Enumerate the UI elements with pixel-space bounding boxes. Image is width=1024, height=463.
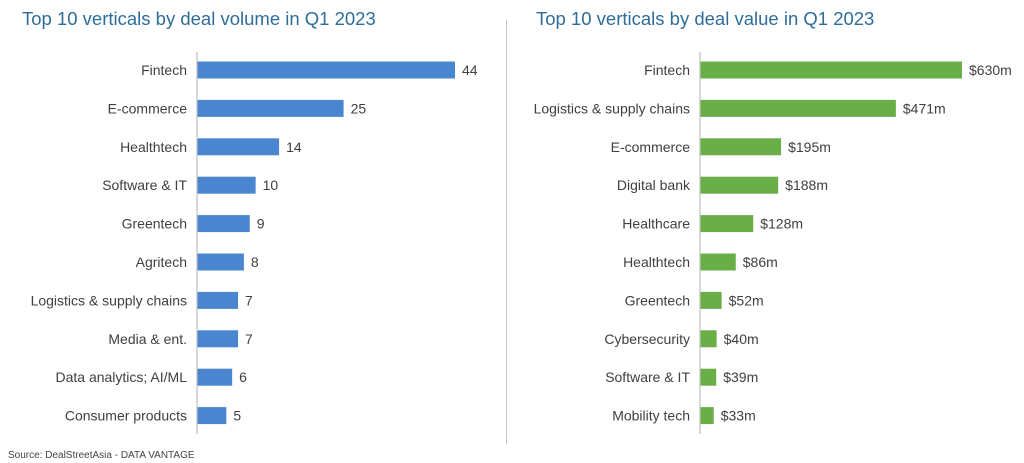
data-label: $188m (785, 177, 828, 193)
category-label: Digital bank (617, 177, 691, 193)
bar-value (700, 61, 962, 79)
category-label: E-commerce (108, 100, 188, 116)
category-label: Greentech (625, 292, 690, 308)
category-label: Media & ent. (108, 331, 187, 347)
bar-volume (197, 253, 244, 271)
chart-value: Fintech $630m Logistics & supply chains $47… (534, 52, 1012, 434)
data-label: $471m (903, 100, 946, 116)
category-label: Cybersecurity (604, 331, 690, 347)
data-label: $39m (723, 369, 758, 385)
bar-volume (197, 407, 227, 425)
bar-volume (197, 215, 250, 233)
data-label: 9 (257, 216, 265, 232)
category-label: Fintech (141, 62, 187, 78)
category-label: Logistics & supply chains (534, 100, 690, 116)
bar-volume (197, 368, 233, 386)
category-label: E-commerce (611, 139, 691, 155)
category-label: Consumer products (65, 408, 187, 424)
data-label: 6 (239, 369, 247, 385)
chart-title-value: Top 10 verticals by deal value in Q1 202… (536, 8, 875, 29)
category-label: Greentech (122, 216, 187, 232)
bar-value (700, 407, 714, 425)
bar-value (700, 330, 717, 348)
category-label: Logistics & supply chains (31, 292, 187, 308)
data-label: 8 (251, 254, 259, 270)
chart-volume: Fintech 44 E-commerce 25 Healthtech 14 Softwar… (31, 52, 478, 434)
bar-volume (197, 291, 239, 309)
category-label: Agritech (136, 254, 187, 270)
data-label: $40m (724, 331, 759, 347)
bar-value (700, 215, 754, 233)
bar-value (700, 99, 896, 117)
category-label: Healthcare (622, 216, 690, 232)
data-label: 7 (245, 331, 253, 347)
category-label: Mobility tech (612, 408, 690, 424)
panel-divider (506, 20, 507, 444)
data-label: $33m (721, 408, 756, 424)
bar-value (700, 176, 779, 194)
category-label: Software & IT (102, 177, 187, 193)
data-label: 7 (245, 292, 253, 308)
data-label: 5 (233, 408, 241, 424)
category-label: Data analytics; AI/ML (55, 369, 187, 385)
data-label: 25 (351, 100, 367, 116)
data-label: $86m (743, 254, 778, 270)
bar-volume (197, 138, 280, 156)
data-label: $195m (788, 139, 831, 155)
bar-value (700, 253, 736, 271)
data-label: $128m (760, 216, 803, 232)
data-label: $630m (969, 62, 1012, 78)
category-label: Software & IT (605, 369, 690, 385)
data-label: 44 (462, 62, 478, 78)
bar-value (700, 368, 717, 386)
data-label: 10 (263, 177, 279, 193)
data-label: 14 (286, 139, 302, 155)
bar-value (700, 138, 782, 156)
bar-volume (197, 330, 239, 348)
category-label: Healthtech (120, 139, 187, 155)
bar-value (700, 291, 722, 309)
bar-volume (197, 61, 455, 79)
bar-volume (197, 176, 256, 194)
bar-volume (197, 99, 344, 117)
category-label: Fintech (644, 62, 690, 78)
chart-title-volume: Top 10 verticals by deal volume in Q1 20… (22, 8, 376, 29)
data-label: $52m (729, 292, 764, 308)
source-note: Source: DealStreetAsia - DATA VANTAGE (8, 450, 195, 461)
category-label: Healthtech (623, 254, 690, 270)
